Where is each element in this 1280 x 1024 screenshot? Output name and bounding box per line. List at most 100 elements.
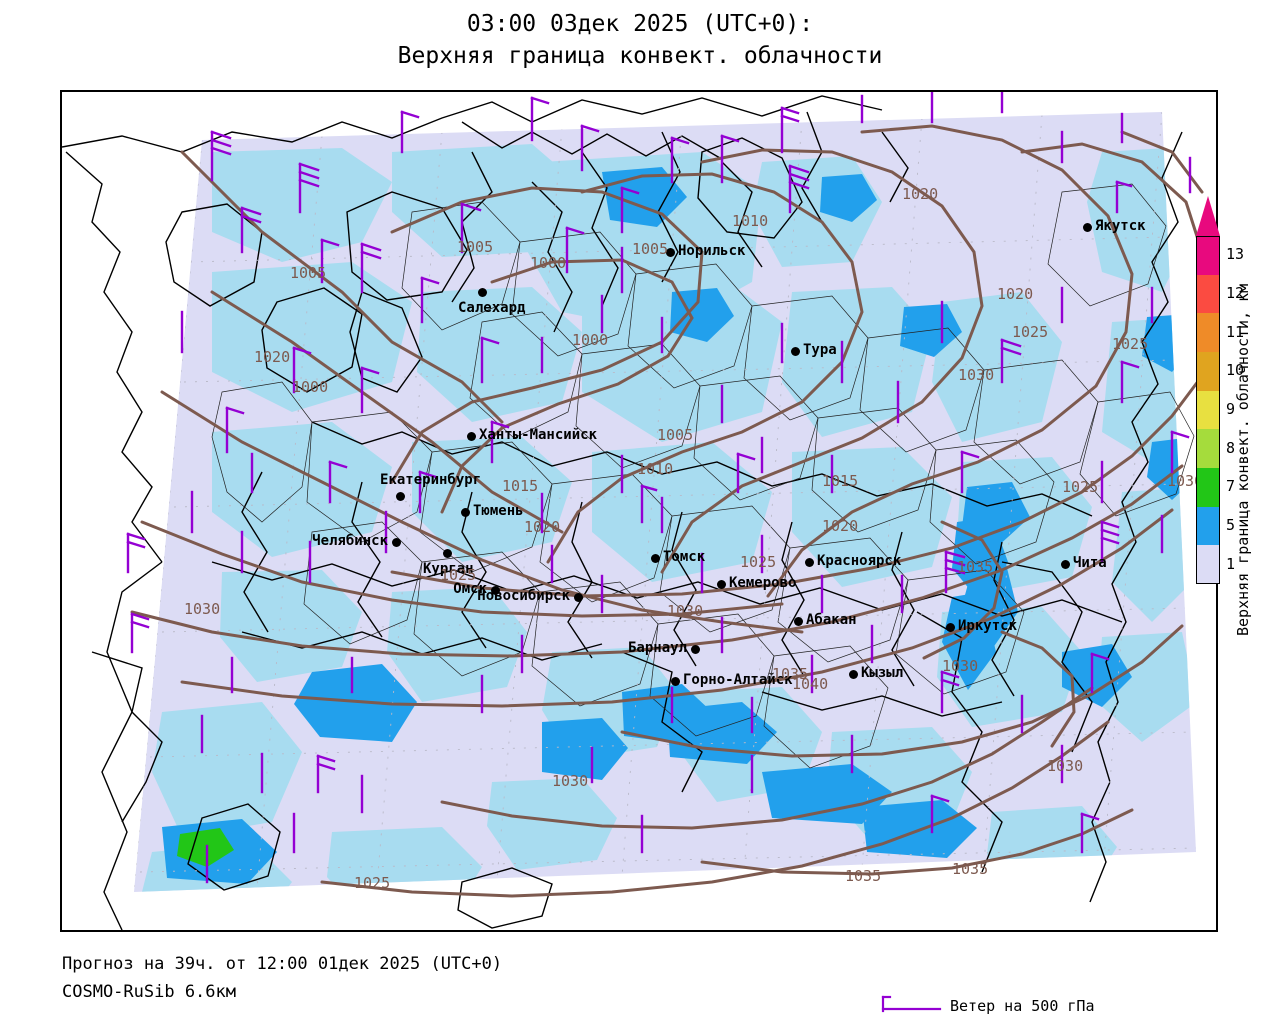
- colorbar-tick-label: 5: [1226, 516, 1236, 534]
- isobar-label: 1020: [997, 285, 1034, 303]
- isobar-label: 1030: [942, 657, 979, 675]
- wind-barb-icon: [881, 995, 942, 1013]
- isobar-label: 1025: [1112, 335, 1149, 353]
- city-dot-icon: [849, 670, 858, 679]
- isobar-label: 1025: [1012, 323, 1049, 341]
- isobar-label: 1030: [958, 366, 995, 384]
- isobar-label: 1010: [732, 212, 769, 230]
- city-dot-icon: [794, 617, 803, 626]
- city-dot-icon: [1061, 560, 1070, 569]
- isobar-label: 1015: [822, 472, 859, 490]
- colorbar-tick-label: 12: [1226, 284, 1245, 302]
- forecast-info: Прогноз на 39ч. от 12:00 01дек 2025 (UTC…: [62, 954, 503, 974]
- isobar-label: 1030: [552, 772, 589, 790]
- city-dot-icon: [791, 347, 800, 356]
- city-dot-icon: [443, 549, 452, 558]
- weather-map-svg: [62, 92, 1216, 930]
- city-label: Якутск: [1095, 218, 1146, 234]
- isobar-label: 1030: [1047, 757, 1084, 775]
- colorbar-tick-label: 13: [1226, 245, 1245, 264]
- model-info: COSMO-RuSib 6.6км: [62, 982, 236, 1002]
- city-label: Томск: [663, 549, 706, 565]
- colorbar-tick-label: 1: [1226, 554, 1236, 573]
- isobar-label: 1005: [657, 426, 694, 444]
- city-label: Челябинск: [312, 533, 388, 549]
- title-line-2: Верхняя граница конвект. облачности: [397, 43, 883, 69]
- isobar-label: 1030: [1167, 472, 1204, 490]
- isobar-label: 1035: [772, 665, 809, 683]
- isobar-label: 1010: [637, 460, 674, 478]
- city-label: Чита: [1073, 555, 1107, 571]
- city-label: Иркутск: [958, 618, 1018, 634]
- isobar-label: 1025: [740, 553, 777, 571]
- city-label: Екатеринбург: [380, 472, 482, 488]
- wind-legend: Ветер на 500 гПа: [880, 993, 1095, 1019]
- colorbar-segment: [1196, 352, 1220, 391]
- city-label: Омск: [453, 581, 487, 597]
- city-dot-icon: [461, 508, 470, 517]
- city-label: Тура: [803, 342, 837, 358]
- city-label: Салехард: [458, 300, 526, 316]
- colorbar: 13 12 11 10 9 8 7 5 1: [1196, 196, 1244, 584]
- colorbar-arrow-top: [1196, 196, 1220, 236]
- city-dot-icon: [491, 586, 500, 595]
- colorbar-tick-label: 8: [1226, 438, 1236, 457]
- colorbar-tick-label: 7: [1226, 477, 1236, 496]
- footer-text: Прогноз на 39ч. от 12:00 01дек 2025 (UTC…: [62, 950, 502, 1006]
- city-label: Новосибирск: [477, 588, 570, 604]
- isobar-label: 1020: [254, 348, 291, 366]
- isobar-label: 1000: [530, 254, 567, 272]
- isobar-label: 1005: [632, 240, 669, 258]
- isobar-label: 1035: [952, 860, 989, 878]
- city-label: Курган: [423, 561, 474, 577]
- city-dot-icon: [691, 645, 700, 654]
- city-dot-icon: [666, 248, 675, 257]
- wind-barbs: [126, 92, 1192, 884]
- map-panel[interactable]: Якутск Норильск Салехард Тура Ханты-Мансийск…: [60, 90, 1218, 932]
- city-label: Барнаул: [627, 640, 687, 656]
- colorbar-tick-label: 9: [1226, 400, 1236, 418]
- page-title: 03:00 03дек 2025 (UTC+0): Верхняя границ…: [0, 8, 1280, 72]
- title-line-1: 03:00 03дек 2025 (UTC+0):: [466, 11, 814, 37]
- isobar-label: 1005: [457, 238, 494, 256]
- colorbar-segment: [1196, 545, 1220, 584]
- isobar-label: 1030: [184, 600, 221, 618]
- city-dot-icon: [805, 558, 814, 567]
- city-dot-icon: [396, 492, 405, 501]
- city-label: Абакан: [806, 612, 857, 628]
- isobar-label: 1025: [354, 874, 391, 892]
- colorbar-segment: [1196, 390, 1220, 430]
- map-canvas[interactable]: Якутск Норильск Салехард Тура Ханты-Мансийск…: [62, 92, 1216, 930]
- city-dot-icon: [574, 593, 583, 602]
- colorbar-tick-label: 11: [1226, 322, 1245, 341]
- city-label: Тюмень: [473, 503, 524, 519]
- isobar-label: 1000: [572, 331, 609, 349]
- city-dot-icon: [671, 677, 680, 686]
- colorbar-segment: [1196, 236, 1220, 275]
- colorbar-title: Верхняя граница конвект. облачности, км: [1234, 283, 1252, 637]
- city-dot-icon: [946, 623, 955, 632]
- isobar-label: 1015: [502, 477, 539, 495]
- isobar-label: 1035: [957, 558, 994, 576]
- city-label: Красноярск: [817, 553, 902, 569]
- colorbar-segment: [1196, 274, 1220, 314]
- colorbar-segment: [1196, 313, 1220, 352]
- isobar-label: 1000: [292, 378, 329, 396]
- isobar-label: 1040: [792, 675, 829, 693]
- wind-legend-label: Ветер на 500 гПа: [950, 997, 1095, 1015]
- city-dot-icon: [717, 580, 726, 589]
- city-dot-icon: [1083, 223, 1092, 232]
- colorbar-segment: [1196, 429, 1220, 468]
- city-dot-icon: [478, 288, 487, 297]
- city-dot-icon: [651, 554, 660, 563]
- city-label: Кемерово: [729, 575, 797, 591]
- city-label: Горно-Алтайск: [683, 672, 793, 688]
- isobar-label: 1030: [667, 602, 704, 620]
- colorbar-segment: [1196, 468, 1220, 507]
- city-label: Кызыл: [861, 665, 904, 681]
- isobar-label: 1025: [1062, 478, 1099, 496]
- city-label: Ханты-Мансийск: [479, 427, 598, 443]
- cloud-field: [142, 144, 1196, 892]
- isobar-label: 1020: [524, 518, 561, 536]
- graticule: [134, 112, 1196, 892]
